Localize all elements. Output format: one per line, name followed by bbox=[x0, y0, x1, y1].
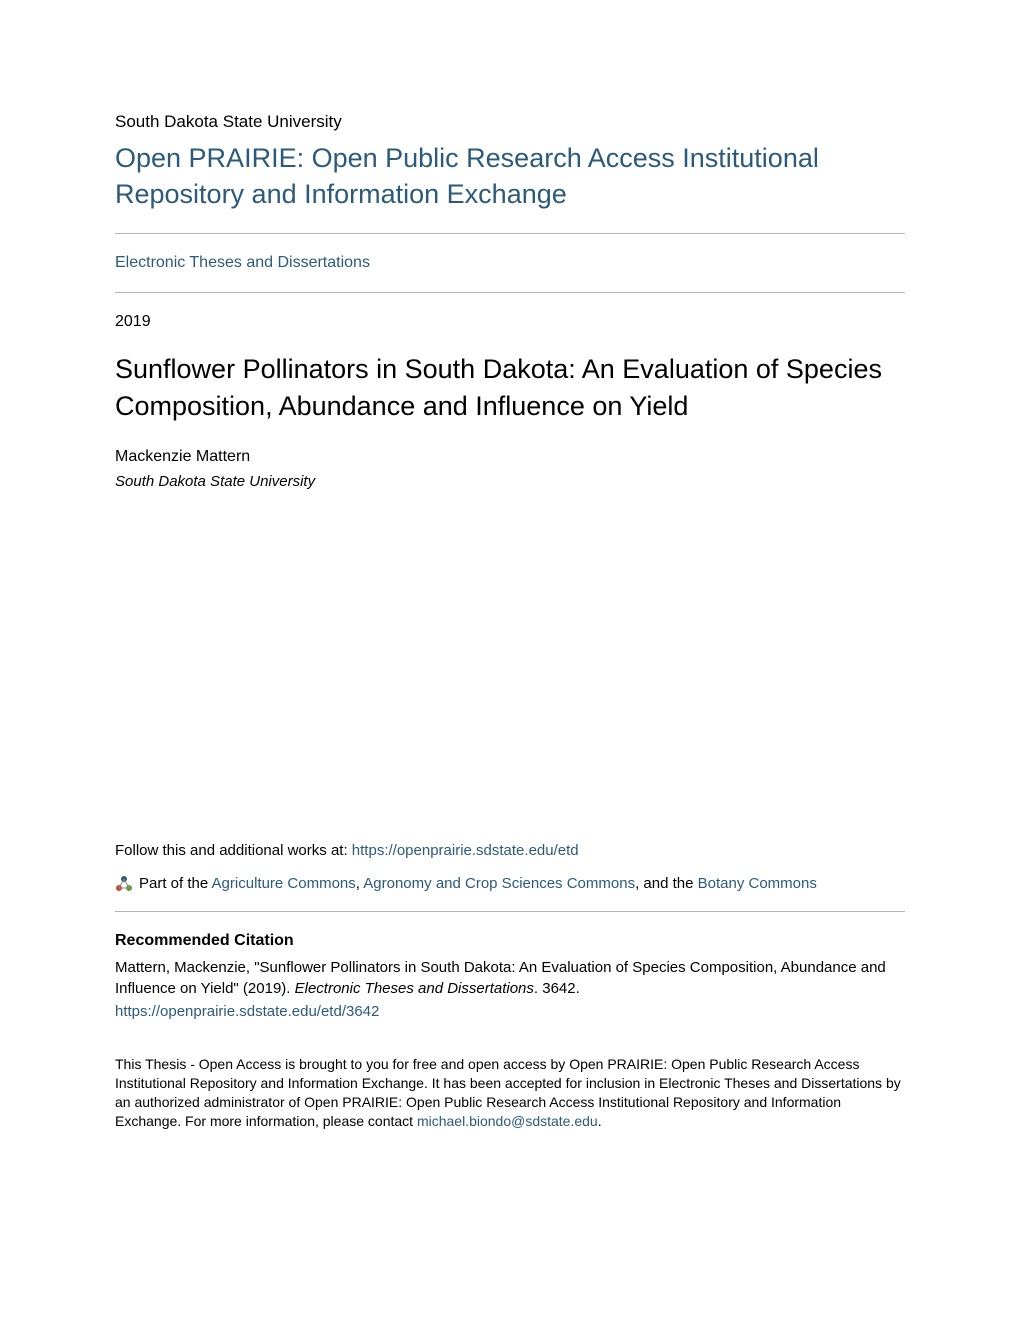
recommended-citation-heading: Recommended Citation bbox=[115, 930, 905, 952]
contact-email-link[interactable]: michael.biondo@sdstate.edu bbox=[417, 1113, 598, 1129]
commons-link-3[interactable]: Botany Commons bbox=[698, 875, 817, 892]
author-name: Mackenzie Mattern bbox=[115, 446, 905, 468]
repository-title: Open PRAIRIE: Open Public Research Acces… bbox=[115, 140, 905, 213]
citation-url-link[interactable]: https://openprairie.sdstate.edu/etd/3642 bbox=[115, 1001, 379, 1022]
divider bbox=[115, 911, 905, 912]
citation-text: Mattern, Mackenzie, "Sunflower Pollinato… bbox=[115, 957, 905, 999]
repository-title-link[interactable]: Open PRAIRIE: Open Public Research Acces… bbox=[115, 143, 819, 209]
follow-line: Follow this and additional works at: htt… bbox=[115, 840, 905, 861]
commons-link-2[interactable]: Agronomy and Crop Sciences Commons bbox=[363, 875, 635, 892]
spacer bbox=[115, 492, 905, 840]
footer-part-2: . bbox=[598, 1113, 602, 1129]
separator: , and the bbox=[635, 875, 698, 892]
citation-part-2: . 3642. bbox=[534, 980, 580, 997]
follow-url-link[interactable]: https://openprairie.sdstate.edu/etd bbox=[352, 842, 579, 859]
network-icon bbox=[115, 875, 133, 893]
footer-text: This Thesis - Open Access is brought to … bbox=[115, 1055, 905, 1131]
author-affiliation: South Dakota State University bbox=[115, 471, 905, 492]
collection-link[interactable]: Electronic Theses and Dissertations bbox=[115, 234, 905, 292]
part-of-text: Part of the Agriculture Commons, Agronom… bbox=[139, 873, 817, 896]
follow-prefix: Follow this and additional works at: bbox=[115, 842, 352, 859]
institution-name: South Dakota State University bbox=[115, 110, 905, 134]
citation-italic: Electronic Theses and Dissertations bbox=[295, 980, 534, 997]
paper-title: Sunflower Pollinators in South Dakota: A… bbox=[115, 351, 905, 424]
part-of-line: Part of the Agriculture Commons, Agronom… bbox=[115, 873, 905, 896]
commons-link-1[interactable]: Agriculture Commons bbox=[212, 875, 356, 892]
part-of-prefix: Part of the bbox=[139, 875, 212, 892]
publication-year: 2019 bbox=[115, 293, 905, 343]
